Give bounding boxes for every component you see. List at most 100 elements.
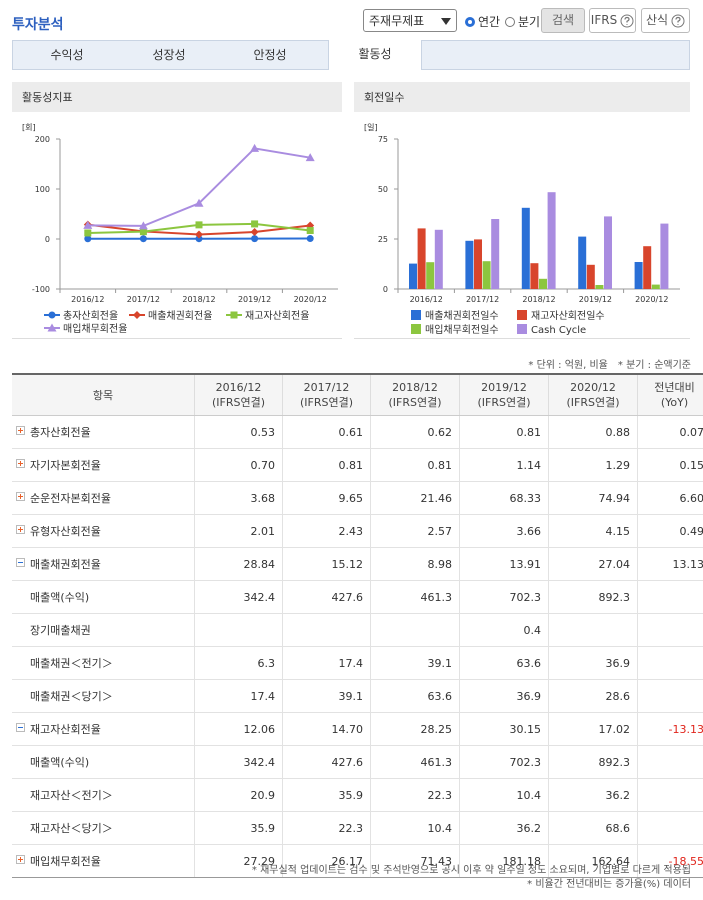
header-sub: (IFRS연결) xyxy=(299,396,354,409)
table-row: 매출액(수익) 342.4 427.6 461.3 702.3 892.3 xyxy=(12,745,703,779)
row-label: 재고자산＜전기＞ xyxy=(30,789,113,802)
row-label-cell: 재고자산회전율 xyxy=(12,712,195,746)
cell-value: 22.3 xyxy=(338,821,364,835)
value-cell: 63.6 xyxy=(459,646,549,680)
bar xyxy=(482,261,491,289)
row-label: 매입채무회전율 xyxy=(30,855,101,868)
tab[interactable]: 활동성 xyxy=(328,40,422,70)
row-label-cell: 장기매출채권 xyxy=(12,613,195,647)
marker xyxy=(250,143,260,152)
value-cell: 10.4 xyxy=(370,811,460,845)
value-cell: 0.61 xyxy=(282,415,371,449)
x-tick-label: 2018/12 xyxy=(522,295,555,304)
column-header: 2017/12 (IFRS연결) xyxy=(282,373,371,416)
x-tick-label: 2019/12 xyxy=(238,295,271,304)
header-label: 2017/12 xyxy=(303,381,350,394)
toggle-icon[interactable] xyxy=(16,426,25,435)
legend-swatch xyxy=(517,310,527,320)
value-cell: 427.6 xyxy=(282,745,371,779)
cell-value: 702.3 xyxy=(509,755,542,769)
search-button[interactable]: 검색 xyxy=(541,8,585,33)
value-cell: 27.29 xyxy=(194,844,283,878)
icon-bar xyxy=(18,562,23,563)
value-cell: 702.3 xyxy=(459,745,549,779)
value-cell: 6.60 xyxy=(637,481,703,515)
cell-value: 6.3 xyxy=(257,656,276,670)
value-cell: 20.9 xyxy=(194,778,283,812)
cell-value: 0.81 xyxy=(516,425,542,439)
cell-value: 0.15 xyxy=(679,458,703,472)
bar xyxy=(521,207,530,289)
cell-value: 0.70 xyxy=(250,458,276,472)
row-label: 장기매출채권 xyxy=(30,624,91,637)
radio-annual[interactable]: 연간 xyxy=(465,13,500,30)
value-cell: 3.66 xyxy=(459,514,549,548)
value-cell: 68.6 xyxy=(548,811,638,845)
value-cell: 17.02 xyxy=(548,712,638,746)
radio-quarter[interactable]: 분기 xyxy=(505,13,540,30)
cell-value: 3.66 xyxy=(516,524,542,538)
arrow xyxy=(441,18,451,25)
bar xyxy=(595,285,604,289)
table-row: 총자산회전율 0.53 0.61 0.62 0.81 0.88 0.07 xyxy=(12,415,703,449)
cell-value: 2.01 xyxy=(250,524,276,538)
bar xyxy=(643,246,652,289)
cell-value: 36.2 xyxy=(516,821,542,835)
value-cell: -13.13 xyxy=(637,712,703,746)
toggle-icon[interactable] xyxy=(16,855,25,864)
toggle-icon[interactable] xyxy=(16,558,25,567)
marker xyxy=(47,323,57,332)
bar xyxy=(409,263,417,289)
row-label: 매출액(수익) xyxy=(30,756,90,769)
bar xyxy=(586,264,595,289)
data-table: 항목 2016/12 (IFRS연결) 2017/12 (IFRS연결) 2018/12 (… xyxy=(12,373,703,878)
value-cell: 13.91 xyxy=(459,547,549,581)
column-header: 2018/12 (IFRS연결) xyxy=(370,373,460,416)
header-sub: (IFRS연결) xyxy=(566,396,620,409)
cell-value: 10.4 xyxy=(516,788,542,802)
toggle-icon[interactable] xyxy=(16,723,25,732)
legend-label: 매입채무회전일수 xyxy=(425,323,499,336)
row-label-cell: 매출액(수익) xyxy=(12,745,195,779)
marker xyxy=(230,311,238,319)
toggle-icon[interactable] xyxy=(16,459,25,468)
toggle-icon[interactable] xyxy=(16,525,25,534)
header-label: 2018/12 xyxy=(392,381,438,394)
note: * 분기 : 순액기준 xyxy=(617,360,691,371)
header-label: 항목 xyxy=(92,388,114,402)
cell-value: 63.6 xyxy=(516,656,542,670)
value-cell: 461.3 xyxy=(370,580,460,614)
formula-button[interactable]: 산식 xyxy=(641,8,690,33)
tab[interactable]: 성장성 xyxy=(152,48,186,62)
cell-value: 17.4 xyxy=(338,656,364,670)
tab[interactable]: 안정성 xyxy=(253,48,287,62)
bar xyxy=(660,223,669,289)
icon-bar xyxy=(20,461,21,466)
marker xyxy=(138,221,148,230)
bar xyxy=(530,263,539,289)
help-icon xyxy=(620,14,634,27)
value-cell: -18.55 xyxy=(637,844,703,878)
value-cell: 0.4 xyxy=(459,613,549,647)
tab[interactable]: 수익성 xyxy=(50,48,84,62)
marker xyxy=(306,235,314,243)
value-cell: 0.49 xyxy=(637,514,703,548)
ifrs-button[interactable]: IFRS xyxy=(589,8,636,33)
statement-select[interactable]: 주재무제표 xyxy=(363,9,457,32)
value-cell: 22.3 xyxy=(282,811,371,845)
value-cell: 3.68 xyxy=(194,481,283,515)
value-cell: 17.4 xyxy=(282,646,371,680)
toggle-icon[interactable] xyxy=(16,492,25,501)
cell-value: 0.61 xyxy=(338,425,364,439)
chart: 회전일수 [일] 0 25 50 75 2016/12 2017/12 2018/12 2019/… xyxy=(354,82,690,339)
y-tick-label: -100 xyxy=(32,285,50,294)
cell-value: 0.81 xyxy=(427,458,453,472)
radio-label: 연간 xyxy=(478,15,501,29)
value-cell: 36.9 xyxy=(548,646,638,680)
value-cell: 0.81 xyxy=(370,448,460,482)
cell-value: 10.4 xyxy=(427,821,453,835)
value-cell: 27.04 xyxy=(548,547,638,581)
cell-value: 27.29 xyxy=(243,854,276,868)
bar xyxy=(491,219,500,289)
value-cell xyxy=(637,679,703,713)
